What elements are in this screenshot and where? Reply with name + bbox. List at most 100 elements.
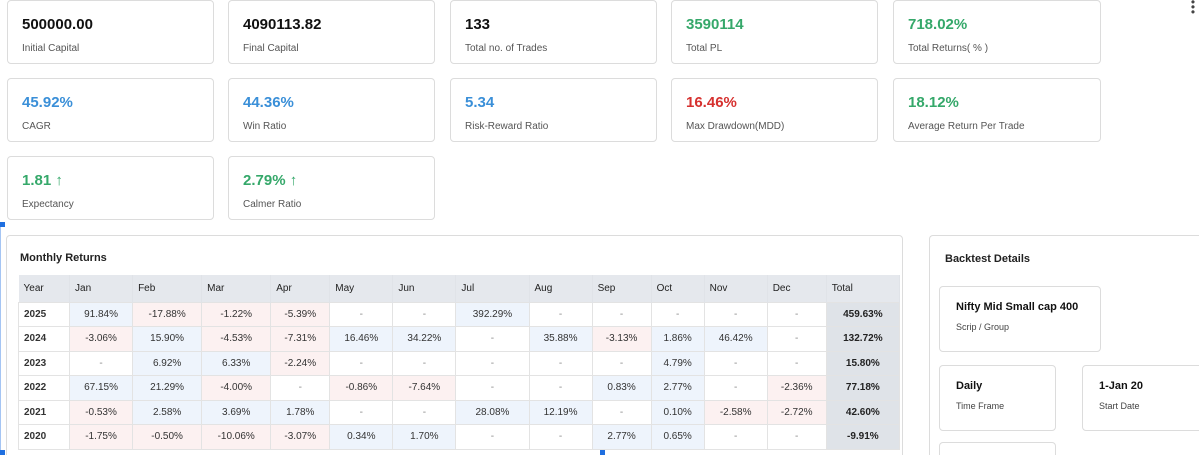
year-cell: 2023 xyxy=(17,350,71,376)
stat-label: Total no. of Trades xyxy=(465,43,548,54)
return-cell: - xyxy=(270,375,331,401)
column-header-dec: Dec xyxy=(767,275,827,302)
stat-value: 1.81 ↑ xyxy=(22,172,63,189)
return-cell: - xyxy=(455,375,530,401)
return-cell: - xyxy=(766,350,827,376)
year-cell: 2025 xyxy=(17,301,71,327)
column-header-jun: Jun xyxy=(392,275,457,302)
return-cell: -2.72% xyxy=(766,399,827,425)
return-cell: -3.07% xyxy=(270,424,331,450)
stat-label: Expectancy xyxy=(22,199,74,210)
return-cell: -2.36% xyxy=(766,375,827,401)
selection-handle xyxy=(600,450,605,455)
return-cell: -2.58% xyxy=(703,399,768,425)
detail-label: Scrip / Group xyxy=(956,322,1010,332)
table-row: 2020 -1.75% -0.50% -10.06% -3.07% 0.34% 1.70% -… xyxy=(17,424,901,450)
return-cell: - xyxy=(392,399,457,425)
column-header-mar: Mar xyxy=(201,275,272,302)
stat-label: Calmer Ratio xyxy=(243,199,302,210)
return-cell: -7.31% xyxy=(270,326,331,352)
return-cell: -10.06% xyxy=(201,424,272,450)
return-cell: 67.15% xyxy=(69,375,134,401)
return-cell: 392.29% xyxy=(455,301,530,327)
stat-card-final-capital: 4090113.82 Final Capital xyxy=(228,0,435,64)
return-cell: - xyxy=(392,301,457,327)
backtest-details-title: Backtest Details xyxy=(945,253,1030,265)
return-cell: -1.22% xyxy=(201,301,272,327)
return-cell: - xyxy=(69,350,134,376)
table-row: 2023-6.92% 6.33% -2.24% - - - - -4.79% - -15.80% xyxy=(17,350,901,376)
stat-value: 44.36% xyxy=(243,94,294,111)
return-cell: 1.78% xyxy=(270,399,331,425)
detail-value: Daily xyxy=(956,380,983,392)
return-cell: - xyxy=(766,326,827,352)
stat-value: 5.34 xyxy=(465,94,495,111)
return-cell: -4.53% xyxy=(201,326,272,352)
detail-card-scrip: Nifty Mid Small cap 400 Scrip / Group xyxy=(939,286,1101,352)
detail-label: Start Date xyxy=(1099,401,1140,411)
return-cell: - xyxy=(329,399,394,425)
column-header-sep: Sep xyxy=(592,275,652,302)
column-header-feb: Feb xyxy=(132,275,203,302)
return-cell: 1.86% xyxy=(650,326,705,352)
return-cell: - xyxy=(528,301,593,327)
selection-edge xyxy=(0,227,1,450)
return-cell: - xyxy=(455,424,530,450)
column-header-may: May xyxy=(329,275,394,302)
return-cell: - xyxy=(329,350,394,376)
column-header-aug: Aug xyxy=(529,275,593,302)
monthly-returns-panel: Monthly Returns Year Jan Feb Mar Apr May Jun Ju… xyxy=(6,235,903,455)
detail-card-start-date: 1-Jan 20 Start Date xyxy=(1082,365,1199,431)
detail-value: 1-Jan 20 xyxy=(1099,380,1144,392)
stat-card-calmer-ratio: 2.79% ↑ Calmer Ratio xyxy=(228,156,435,220)
column-header-jul: Jul xyxy=(455,275,530,302)
return-cell: -0.86% xyxy=(329,375,394,401)
return-cell: 2.77% xyxy=(591,424,652,450)
table-row: 2022 67.15% 21.29% -4.00% - -0.86% -7.64% - -0.8… xyxy=(17,375,901,401)
return-cell: - xyxy=(455,326,530,352)
return-cell: 2.58% xyxy=(132,399,203,425)
detail-value: Nifty Mid Small cap 400 xyxy=(956,301,1079,313)
stat-card-risk-reward: 5.34 Risk-Reward Ratio xyxy=(450,78,657,142)
return-cell: -7.64% xyxy=(392,375,457,401)
stat-label: Max Drawdown(MDD) xyxy=(686,121,785,132)
column-header-total: Total xyxy=(826,275,901,302)
total-cell: 42.60% xyxy=(825,399,901,425)
stat-card-max-drawdown: 16.46% Max Drawdown(MDD) xyxy=(671,78,878,142)
stat-label: Initial Capital xyxy=(22,43,80,54)
total-cell: 132.72% xyxy=(825,326,901,352)
year-cell: 2021 xyxy=(17,399,71,425)
table-row: 2025 91.84% -17.88% -1.22% -5.39% - -392.29% - -… xyxy=(17,301,901,327)
return-cell: - xyxy=(392,350,457,376)
return-cell: - xyxy=(528,424,593,450)
more-options-icon[interactable]: • • • xyxy=(1190,0,1196,19)
return-cell: 2.77% xyxy=(650,375,705,401)
return-cell: - xyxy=(703,424,768,450)
stat-card-total-returns: 718.02% Total Returns( % ) xyxy=(893,0,1101,64)
stat-card-cagr: 45.92% CAGR xyxy=(7,78,214,142)
return-cell: -0.53% xyxy=(69,399,134,425)
return-cell: -2.24% xyxy=(270,350,331,376)
table-row: 2024 -3.06% 15.90% -4.53% -7.31% 16.46% 34.22%… xyxy=(17,326,901,352)
return-cell: 1.70% xyxy=(392,424,457,450)
return-cell: 0.83% xyxy=(591,375,652,401)
stat-label: Average Return Per Trade xyxy=(908,121,1025,132)
return-cell: - xyxy=(591,399,652,425)
stat-value: 16.46% xyxy=(686,94,737,111)
return-cell: 3.69% xyxy=(201,399,272,425)
stat-label: Total Returns( % ) xyxy=(908,43,989,54)
stat-label: Win Ratio xyxy=(243,121,287,132)
stat-label: Final Capital xyxy=(243,43,299,54)
return-cell: -5.39% xyxy=(270,301,331,327)
stat-value: 500000.00 xyxy=(22,16,93,33)
stat-card-win-ratio: 44.36% Win Ratio xyxy=(228,78,435,142)
return-cell: 0.34% xyxy=(329,424,394,450)
return-cell: 6.33% xyxy=(201,350,272,376)
total-cell: 459.63% xyxy=(825,301,901,327)
column-header-oct: Oct xyxy=(651,275,705,302)
return-cell: 46.42% xyxy=(703,326,768,352)
stat-card-total-pl: 3590114 Total PL xyxy=(671,0,878,64)
table-body: 2025 91.84% -17.88% -1.22% -5.39% - -392.29% - -… xyxy=(17,301,901,450)
return-cell: -17.88% xyxy=(132,301,203,327)
return-cell: 0.65% xyxy=(650,424,705,450)
